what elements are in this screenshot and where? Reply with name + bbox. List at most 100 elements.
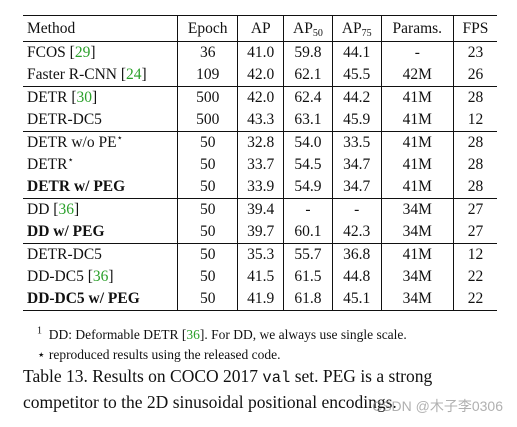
cell-fps: 28 <box>452 86 497 109</box>
cell-method: DETR-DC5 <box>23 109 177 132</box>
table-row: DETR w/o PE⋆ 50 32.8 54.0 33.5 41M 28 <box>23 131 497 154</box>
cell-epoch: 500 <box>176 109 238 132</box>
citation-link[interactable]: 29 <box>74 44 91 61</box>
footnote-2-mark: ⋆ <box>37 347 46 362</box>
cell-ap75: 42.3 <box>331 221 382 244</box>
cell-ap: 39.4 <box>237 198 284 221</box>
cell-ap50: 62.1 <box>283 64 333 87</box>
header-row: Method Epoch AP AP50 AP75 Params. FPS <box>23 15 497 42</box>
cell-method: DETR-DC5 <box>23 244 177 267</box>
watermark: CSDN @木子李0306 <box>372 398 503 414</box>
method-name: DETR w/o PE <box>27 134 117 151</box>
cell-method: DETR w/ PEG <box>23 176 177 199</box>
cell-method: DETR [30] <box>27 89 98 106</box>
method-name: DD-DC5 w/ PEG <box>27 290 140 307</box>
table-group: DD [36] 50 39.4- -34M 27 DD w/ PEG 50 39.7 60.1 4… <box>23 198 497 244</box>
cell-params: 34M <box>380 198 454 221</box>
cell-ap: 41.5 <box>237 266 284 288</box>
table-row: DD-DC5 [36] 50 41.5 61.5 44.8 34M 22 <box>23 266 497 288</box>
cell-ap75: 34.7 <box>331 176 382 199</box>
caption-val-code: val <box>262 369 291 387</box>
footnote-2-text: reproduced results using the released co… <box>48 347 281 362</box>
cell-epoch: 50 <box>176 198 238 221</box>
table-row: FCOS [29] 36 41.0 59.8 44.1-23 <box>23 41 497 64</box>
method-name: DETR <box>27 89 68 106</box>
cell-ap: 42.0 <box>237 86 284 109</box>
cell-ap50: 55.7 <box>283 243 333 266</box>
cell-fps: 26 <box>452 64 497 87</box>
cell-method: DD-DC5 w/ PEG <box>23 288 177 311</box>
header-ap50-sub: 50 <box>312 27 323 39</box>
table-group: FCOS [29] 36 41.0 59.8 44.1-23 Faster R-CNN [… <box>23 41 497 87</box>
method-name: DD <box>27 201 50 218</box>
table-caption-line-1: Table 13. Results on COCO 2017 val set. … <box>23 364 503 390</box>
cell-epoch: 50 <box>176 288 238 311</box>
table-group: DETR [30] 500 42.0 62.4 44.2 41M 28 DETR-DC5 500… <box>23 86 497 132</box>
cell-params: 41M <box>380 176 454 199</box>
cell-ap: 42.0 <box>237 64 284 87</box>
cell-params: 41M <box>380 86 454 109</box>
cell-ap: 33.7 <box>237 154 284 176</box>
citation-link[interactable]: 36 <box>92 268 109 285</box>
method-name: DD-DC5 <box>27 268 84 285</box>
cell-params: 42M <box>380 64 454 87</box>
header-epoch: Epoch <box>176 15 238 42</box>
table-row: DD-DC5 w/ PEG 50 41.9 61.8 45.1 34M 22 <box>23 288 497 311</box>
table-group: DETR w/o PE⋆ 50 32.8 54.0 33.5 41M 28 DETR⋆ 50 33… <box>23 131 497 199</box>
cell-method: DD-DC5 [36] <box>27 268 114 285</box>
table-row: DETR w/ PEG 50 33.9 54.9 34.7 41M 28 <box>23 176 497 199</box>
cell-ap: 32.8 <box>237 131 284 154</box>
caption-text-b: set. PEG is a strong <box>290 366 433 386</box>
header-params: Params. <box>380 15 454 42</box>
cell-ap: 43.3 <box>237 109 284 132</box>
header-method: Method <box>27 19 76 37</box>
cell-ap75: 44.2 <box>331 86 382 109</box>
cell-epoch: 500 <box>176 86 238 109</box>
header-ap50: AP50 <box>283 15 333 42</box>
cell-ap50: 59.8 <box>283 41 333 64</box>
cell-ap: 41.0 <box>237 41 284 64</box>
citation-link[interactable]: 30 <box>76 89 93 106</box>
cell-ap75: 33.5 <box>331 131 382 154</box>
citation-link[interactable]: 24 <box>126 66 142 83</box>
cell-epoch: 50 <box>176 243 238 266</box>
footnote-1: 1 DD: Deformable DETR [36]. For DD, we a… <box>37 326 407 343</box>
footnote-1-text-b: ]. For DD, we always use single scale. <box>199 327 407 342</box>
method-name: DETR w/ PEG <box>27 178 126 195</box>
footnote-1-citation[interactable]: 36 <box>186 327 200 342</box>
cell-epoch: 50 <box>176 154 238 176</box>
table-group: DETR-DC5 50 35.3 55.7 36.8 41M 12 DD-DC5 [36] 50… <box>23 243 497 311</box>
footnote-2: ⋆ reproduced results using the released … <box>37 346 281 363</box>
header-ap: AP <box>237 15 284 42</box>
cell-epoch: 109 <box>176 64 238 87</box>
cell-ap75: 44.1 <box>331 41 382 64</box>
citation-link[interactable]: 36 <box>58 201 74 218</box>
cell-method: DD w/ PEG <box>23 221 177 244</box>
cell-fps: 27 <box>452 198 497 221</box>
cell-ap75: 34.7 <box>331 154 382 176</box>
cell-epoch: 50 <box>176 176 238 199</box>
header-ap50-base: AP <box>293 19 313 37</box>
cell-ap: 35.3 <box>237 243 284 266</box>
cell-params: 41M <box>380 131 454 154</box>
cell-fps: 23 <box>452 41 497 64</box>
cell-params: 34M <box>380 266 454 288</box>
header-ap75: AP75 <box>331 15 382 42</box>
cell-params: 41M <box>380 243 454 266</box>
cell-ap: 41.9 <box>237 288 284 311</box>
cell-ap50: 62.4 <box>283 86 333 109</box>
cell-fps: 28 <box>452 131 497 154</box>
results-table: Method Epoch AP AP50 AP75 Params. FPS FC… <box>23 15 497 311</box>
method-name: DETR <box>27 156 68 173</box>
cell-method: FCOS [29] <box>27 44 96 61</box>
cell-params: 34M <box>380 288 454 311</box>
cell-ap50: 54.9 <box>283 176 333 199</box>
cell-ap: 33.9 <box>237 176 284 199</box>
table-header: Method Epoch AP AP50 AP75 Params. FPS <box>23 15 497 42</box>
cell-ap50: 54.0 <box>283 131 333 154</box>
method-name: DETR-DC5 <box>27 246 102 263</box>
cell-method: DETR⋆ <box>23 154 177 176</box>
cell-params: 41M <box>380 154 454 176</box>
cell-ap50: 54.5 <box>283 154 333 176</box>
cell-method: Faster R-CNN [24] <box>27 66 147 83</box>
